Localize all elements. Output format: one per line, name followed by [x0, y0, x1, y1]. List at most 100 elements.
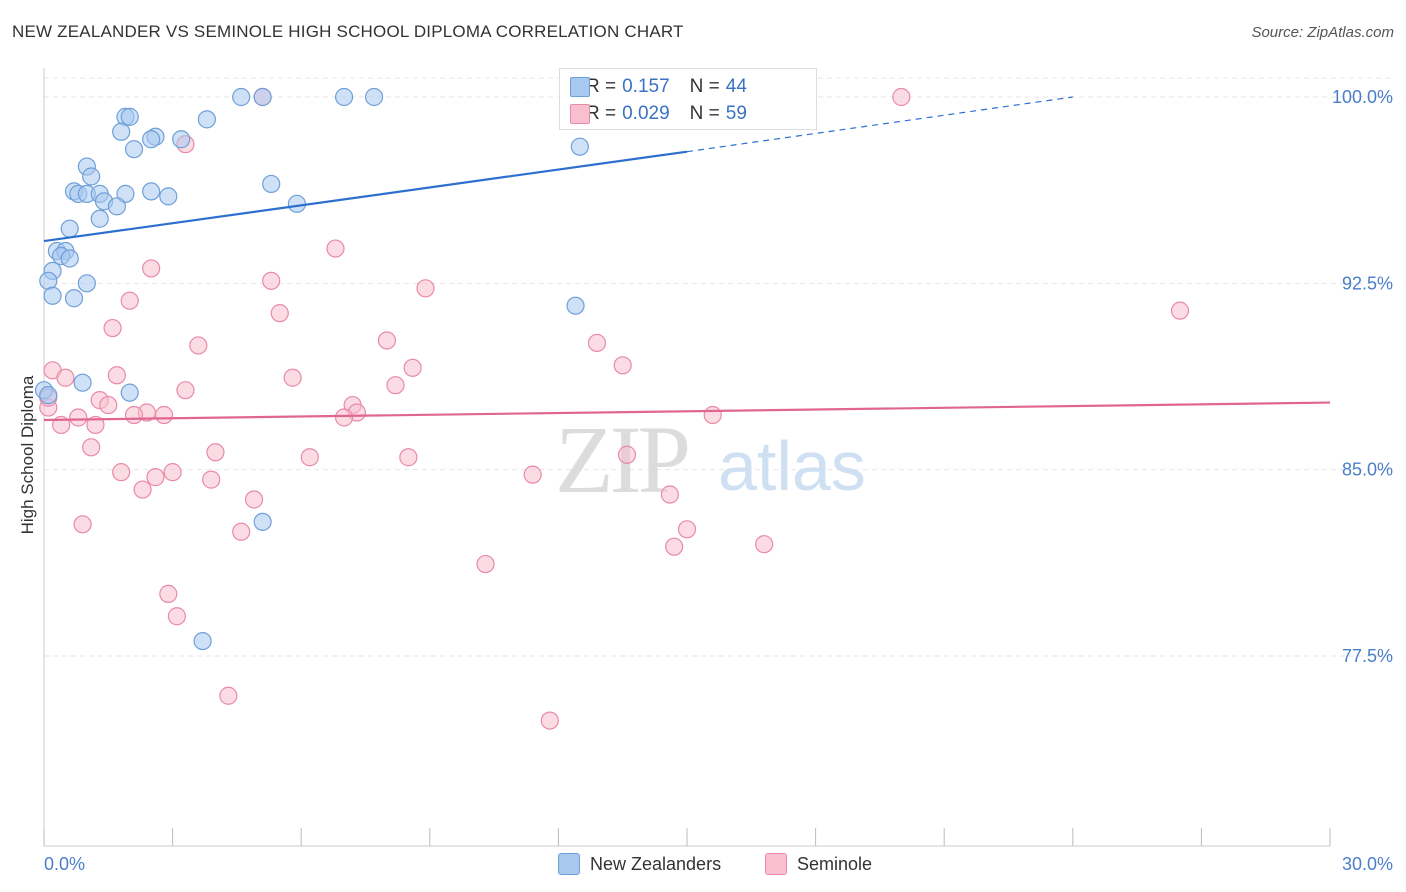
new-zealanders-point: [116, 184, 135, 203]
seminole-point: [399, 448, 418, 467]
seminole-point: [82, 438, 101, 457]
legend-r-label: R =: [586, 76, 617, 97]
seminole-point: [270, 304, 289, 323]
y-tick-label: 92.5%: [1342, 273, 1393, 293]
new-zealanders-point: [262, 174, 281, 194]
seminole-point: [300, 448, 319, 467]
seminole-point: [262, 271, 281, 290]
y-tick-label: 77.5%: [1342, 646, 1393, 666]
legend-r-value: 0.029: [622, 103, 670, 124]
legend-n-label: N =: [689, 76, 720, 97]
new-zealanders-point: [566, 296, 585, 315]
new-zealanders-point: [64, 289, 84, 308]
seminole-point: [386, 376, 405, 395]
seminole-point: [377, 331, 397, 350]
seminole-point: [73, 515, 92, 534]
new-zealanders-point: [107, 197, 126, 216]
new-zealanders-point: [124, 140, 144, 159]
legend-n-value: 59: [725, 103, 747, 124]
seminole-point: [326, 239, 345, 258]
legend-swatch-pink: [765, 853, 787, 875]
legend-label: New Zealanders: [590, 853, 722, 874]
seminole-point: [677, 520, 697, 539]
new-zealanders-point: [159, 187, 178, 206]
new-zealanders-point: [172, 130, 191, 149]
new-zealanders-point: [253, 87, 272, 107]
seminole-point: [167, 607, 186, 626]
seminole-point: [107, 366, 126, 385]
watermark-atlas: atlas: [718, 427, 866, 505]
new-zealanders-point: [142, 130, 161, 149]
seminole-point: [617, 445, 637, 464]
legend-n-value: 44: [725, 76, 747, 97]
legend-swatch-pink: [570, 104, 590, 124]
seminole-point: [133, 480, 152, 499]
axes: [43, 68, 1331, 847]
legend-row-new-zealanders: R = 0.157 N = 44: [570, 74, 747, 100]
seminole-point: [334, 408, 354, 427]
new-zealanders-points: [34, 87, 589, 651]
legend-label: Seminole: [797, 853, 873, 874]
seminole-point: [892, 87, 911, 107]
seminole-point: [219, 686, 238, 705]
new-zealanders-point: [253, 512, 272, 531]
new-zealanders-point: [193, 631, 212, 651]
trend-lines: [43, 96, 1331, 422]
seminole-point: [416, 279, 435, 298]
new-zealanders-point: [364, 87, 384, 107]
legend-row-seminole: R = 0.029 N = 59: [570, 101, 747, 127]
seminole-point: [103, 318, 122, 338]
seminole-point: [176, 381, 195, 400]
legend-item-new-zealanders[interactable]: New Zealanders: [558, 852, 721, 876]
new-zealanders-point: [39, 271, 58, 290]
x-tick-label: 0.0%: [44, 854, 85, 874]
legend-item-seminole[interactable]: Seminole: [765, 852, 872, 876]
seminole-point: [189, 336, 208, 355]
new-zealanders-point: [77, 274, 96, 293]
source-label: Source: ZipAtlas.com: [1251, 24, 1394, 41]
chart-title: NEW ZEALANDER VS SEMINOLE HIGH SCHOOL DI…: [12, 22, 684, 41]
new-zealanders-point: [197, 110, 216, 129]
legend-n-label: N =: [689, 103, 720, 124]
new-zealanders-point: [73, 373, 92, 392]
new-zealanders-point: [570, 137, 589, 156]
gridlines: [44, 77, 1392, 657]
seminole-point: [703, 405, 722, 425]
new-zealanders-point: [90, 209, 109, 228]
new-zealanders-point: [232, 87, 251, 107]
seminole-point: [283, 368, 302, 387]
y-tick-label: 100.0%: [1332, 87, 1393, 107]
seminole-point: [163, 463, 182, 482]
seminole-point: [660, 485, 679, 504]
seminole-point: [99, 395, 118, 415]
seminole-point: [159, 584, 178, 603]
seminole-point: [120, 291, 139, 310]
seminole-trend-line: [43, 401, 1331, 422]
new-zealanders-point: [39, 386, 58, 405]
seminole-point: [202, 470, 221, 489]
new-zealanders-trend-line: [43, 150, 688, 243]
seminole-point: [244, 490, 264, 509]
seminole-point: [86, 415, 105, 435]
legend-stats: R = 0.157 N = 44 R = 0.029 N = 59: [559, 68, 817, 130]
seminole-point: [112, 463, 131, 482]
legend-swatch-blue: [558, 853, 580, 875]
y-tick-label: 85.0%: [1342, 460, 1393, 480]
new-zealanders-point: [120, 107, 139, 126]
new-zealanders-point: [82, 167, 101, 186]
seminole-point: [403, 358, 422, 377]
new-zealanders-point: [334, 87, 354, 107]
new-zealanders-point: [60, 219, 79, 238]
seminole-point: [154, 405, 174, 425]
seminole-point: [613, 356, 632, 375]
tick-labels: 77.5% 85.0% 92.5% 100.0% 0.0% 30.0%: [44, 87, 1393, 874]
seminole-point: [523, 465, 542, 484]
new-zealanders-point: [43, 286, 62, 305]
seminole-point: [665, 537, 684, 556]
new-zealanders-trend-extension: [686, 96, 1073, 153]
new-zealanders-point: [60, 249, 79, 268]
seminole-point: [232, 522, 251, 541]
x-tick-label: 30.0%: [1342, 854, 1393, 874]
seminole-point: [142, 259, 161, 278]
